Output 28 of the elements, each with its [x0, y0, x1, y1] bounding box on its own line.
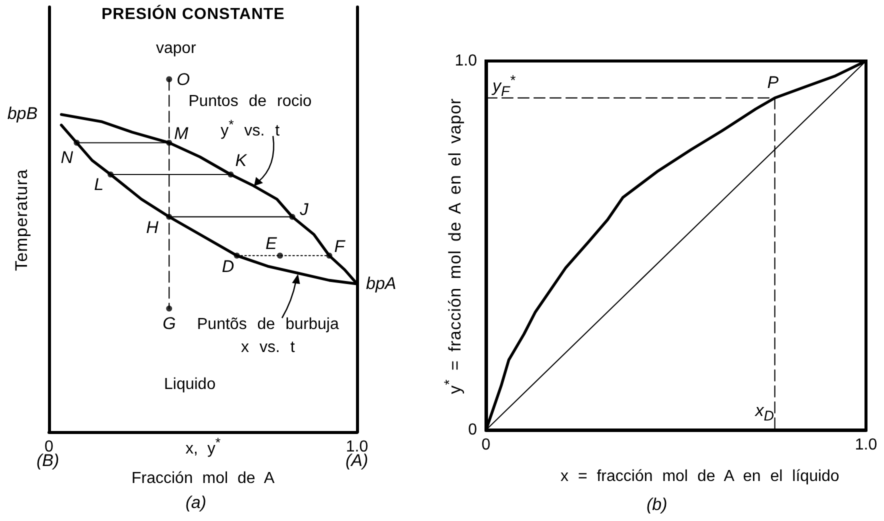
annotation: F — [334, 236, 345, 256]
annotation: K — [235, 151, 247, 172]
x-axis-title: x = fracción mol de A en el líquido — [560, 467, 840, 487]
annotation: O — [176, 70, 190, 90]
annotation: E — [266, 234, 277, 254]
text: (b) — [646, 495, 668, 515]
annotation: G — [162, 314, 176, 334]
annotation: L — [94, 175, 104, 196]
annotation: x$_{D}$ — [755, 401, 774, 425]
annotation: Puntõs de burbuja x vs. t — [197, 315, 339, 358]
text: x, y$^{*}$ Fracción mol de A — [132, 434, 275, 487]
annotation: D — [222, 256, 234, 276]
x-tick-label: 1.0 — [854, 436, 878, 454]
chart-title: PRESIÓN CONSTANTE — [102, 5, 285, 24]
annotation: N — [60, 148, 73, 168]
x-tick-label: 0 — [482, 436, 491, 454]
annotation: Liquido — [164, 374, 216, 394]
text: (A) — [346, 451, 368, 471]
annotation: bpB — [7, 104, 38, 124]
annotation: Puntos de rocio y$^{*}$ vs. t — [188, 92, 312, 142]
annotation: J — [300, 200, 308, 220]
annotation: H — [146, 218, 158, 238]
annotation: bpA — [366, 274, 396, 294]
annotation: P — [767, 72, 779, 92]
annotation: M — [174, 124, 188, 144]
text: vapor — [156, 38, 196, 58]
y-axis-title: Temperatura — [12, 168, 32, 271]
text: (a) — [186, 493, 206, 513]
